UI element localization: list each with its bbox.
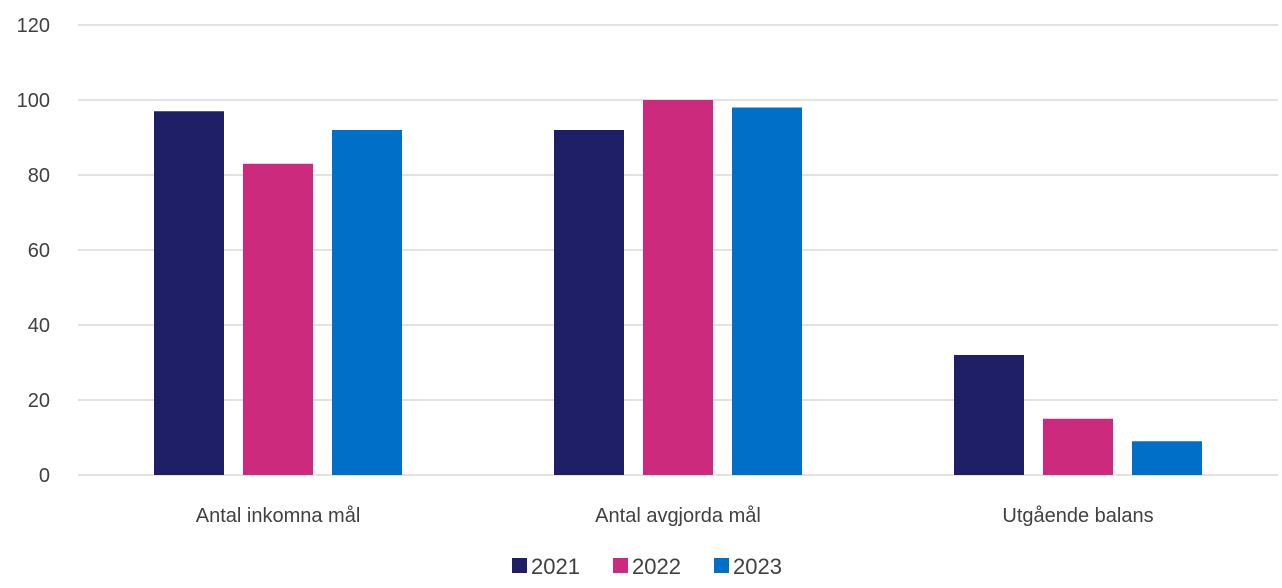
legend-label: 2023 [733, 554, 782, 579]
legend-swatch-2023 [714, 558, 729, 573]
bar-2021 [554, 130, 624, 475]
x-category-label: Antal inkomna mål [196, 505, 361, 527]
legend-swatch-2022 [613, 558, 628, 573]
bar-2022 [1043, 418, 1113, 475]
y-axis-ticks: 0 20 40 60 80 100 120 [17, 15, 50, 487]
y-tick-label: 100 [17, 90, 50, 112]
y-tick-label: 0 [39, 465, 50, 487]
x-category-label: Utgående balans [1002, 505, 1153, 527]
y-tick-label: 40 [28, 315, 50, 337]
legend: 2021 2022 2023 [512, 554, 782, 579]
legend-label: 2022 [632, 554, 681, 579]
bar-2023 [732, 107, 802, 475]
bar-2023 [1132, 441, 1202, 475]
bar-2022 [643, 100, 713, 475]
y-tick-label: 60 [28, 240, 50, 262]
bar-2022 [243, 163, 313, 475]
x-axis-categories: Antal inkomna mål Antal avgjorda mål Utgåe… [196, 505, 1154, 527]
bars [154, 100, 1202, 475]
legend-swatch-2021 [512, 558, 527, 573]
bar-2021 [954, 355, 1024, 475]
y-tick-label: 120 [17, 15, 50, 37]
y-tick-label: 20 [28, 390, 50, 412]
bar-2023 [332, 130, 402, 475]
y-tick-label: 80 [28, 165, 50, 187]
bar-2021 [154, 111, 224, 475]
x-category-label: Antal avgjorda mål [595, 505, 761, 527]
legend-label: 2021 [531, 554, 580, 579]
